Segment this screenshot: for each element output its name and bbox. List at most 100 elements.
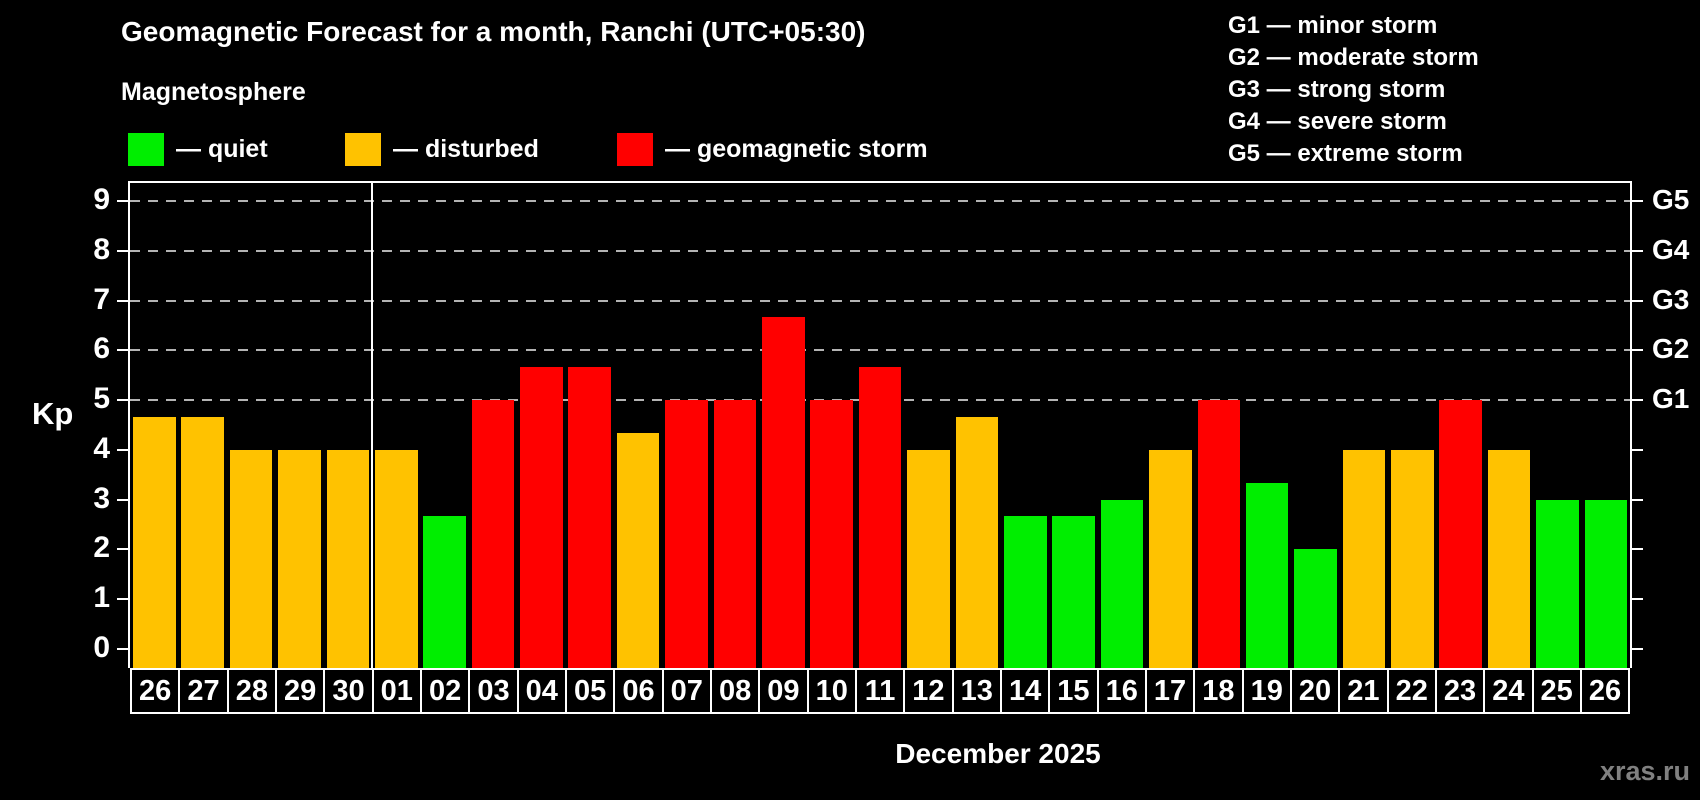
y-axis-tick	[117, 498, 128, 501]
y-axis-tick	[117, 448, 128, 451]
day-label-cell: 02	[419, 668, 471, 714]
kp-bar-14	[1003, 516, 1047, 668]
right-axis-tick	[1632, 648, 1643, 650]
day-label-cell: 22	[1386, 668, 1437, 714]
kp-bar-12	[907, 449, 950, 668]
day-label-cell: 12	[903, 668, 954, 714]
day-label-cell: 26	[130, 668, 181, 714]
day-label-cell: 04	[516, 668, 567, 714]
kp-gridline	[130, 200, 1630, 202]
right-axis-tick	[1632, 200, 1643, 202]
day-label-cell: 07	[661, 668, 712, 714]
chart-title: Geomagnetic Forecast for a month, Ranchi…	[121, 16, 866, 47]
watermark: xras.ru	[1599, 756, 1690, 786]
y-axis-tick	[117, 648, 128, 650]
g-level-label-g2: G2	[1652, 333, 1690, 365]
y-axis-tick-label: 7	[93, 282, 110, 316]
day-label-cell: 19	[1241, 668, 1292, 714]
day-label-cell: 23	[1434, 668, 1486, 714]
legend-item-storm: — geomagnetic storm	[617, 131, 928, 167]
kp-bar-10	[810, 400, 853, 668]
g-scale-legend-item-g3: G3 — strong storm	[1228, 76, 1446, 103]
g-scale-legend-item-g1: G1 — minor storm	[1228, 12, 1438, 39]
right-axis-tick	[1632, 299, 1643, 302]
g-scale-legend-item-g5: G5 — extreme storm	[1228, 140, 1463, 167]
day-label-cell: 01	[371, 668, 422, 714]
legend-item-quiet: — quiet	[128, 131, 268, 167]
y-axis-tick	[117, 349, 128, 352]
kp-bar-26	[133, 416, 176, 668]
g-level-label-g5: G5	[1652, 184, 1690, 216]
day-label-cell: 03	[468, 668, 519, 714]
day-label-cell: 29	[274, 668, 326, 714]
y-axis-tick-label: 2	[93, 531, 110, 565]
day-label-cell: 28	[226, 668, 277, 714]
plot-area: 0 1 2 3 4 5 6 7 8 9 G1 G2 G3 G4 G5	[93, 181, 1689, 668]
kp-bar-25	[1536, 499, 1579, 668]
storm-swatch-icon	[617, 132, 653, 166]
y-axis-tick-label: 3	[93, 481, 110, 515]
y-axis-tick	[117, 200, 128, 202]
y-axis-tick-label: 9	[93, 182, 110, 216]
y-axis-line	[128, 183, 130, 668]
kp-bar-20	[1294, 549, 1337, 668]
y-axis-tick	[117, 399, 128, 402]
day-label-cell: 05	[564, 668, 616, 714]
y-axis-tick	[117, 598, 128, 601]
right-axis-tick	[1632, 498, 1643, 501]
month-label: December 2025	[895, 738, 1101, 769]
day-label-cell: 09	[758, 668, 809, 714]
y-axis-tick-label: 6	[93, 332, 110, 366]
day-label-cell: 30	[323, 668, 374, 714]
day-label-cell: 27	[178, 668, 229, 714]
y-axis-tick-label: 5	[93, 382, 110, 416]
right-axis-tick	[1632, 399, 1643, 402]
kp-bar-24	[1487, 449, 1531, 668]
y-axis-tick-label: 4	[93, 431, 110, 465]
day-label-cell: 20	[1289, 668, 1341, 714]
legend-label-quiet: — quiet	[176, 134, 268, 163]
right-axis-tick	[1632, 349, 1643, 352]
day-label-row: 26 27 28 29 30 01 02 03 04 05 06 07 08 09 10 11 12 13 14 15…	[130, 668, 1631, 714]
y-axis-tick	[117, 548, 128, 551]
kp-gridline	[130, 349, 1630, 352]
y-axis-tick-label: 1	[93, 581, 110, 615]
kp-bar-06	[616, 433, 660, 668]
kp-bar-04	[520, 366, 563, 668]
day-label-cell: 15	[1048, 668, 1099, 714]
kp-bar-09	[762, 316, 805, 668]
kp-bar-03	[471, 400, 515, 668]
kp-bar-18	[1197, 400, 1241, 668]
day-label-cell: 08	[709, 668, 761, 714]
day-label-cell: 17	[1144, 668, 1196, 714]
kp-bar-11	[858, 366, 902, 668]
kp-bar-27	[181, 416, 224, 668]
day-label-cell: 13	[951, 668, 1002, 714]
kp-gridline	[130, 249, 1630, 252]
right-axis-tick	[1632, 548, 1643, 551]
right-axis-tick	[1632, 249, 1643, 252]
kp-bar-13	[955, 416, 999, 668]
g-level-label-g3: G3	[1652, 283, 1690, 315]
kp-bar-21	[1342, 449, 1386, 668]
g-level-label-g1: G1	[1652, 383, 1690, 415]
kp-bar-22	[1391, 449, 1434, 668]
day-label-cell: 11	[854, 668, 906, 714]
y-axis-tick	[117, 299, 128, 302]
right-axis-line	[1630, 183, 1632, 668]
y-axis-tick-label: 8	[93, 232, 110, 266]
plot-top-border	[128, 181, 1632, 183]
y-axis-tick	[117, 249, 128, 252]
y-axis-title: Kp	[32, 396, 74, 431]
day-label-cell: 25	[1531, 668, 1582, 714]
day-label-cell: 16	[1096, 668, 1147, 714]
g-scale-legend-item-g2: G2 — moderate storm	[1228, 44, 1479, 71]
right-axis-tick	[1632, 598, 1643, 601]
kp-bar-29	[278, 449, 321, 668]
g-level-label-g4: G4	[1652, 233, 1690, 265]
g-scale-legend: G1 — minor storm G2 — moderate storm G3 …	[1228, 10, 1479, 170]
day-label-cell: 06	[613, 668, 664, 714]
month-separator-line	[370, 183, 373, 668]
chart-subtitle: Magnetosphere	[121, 78, 306, 106]
